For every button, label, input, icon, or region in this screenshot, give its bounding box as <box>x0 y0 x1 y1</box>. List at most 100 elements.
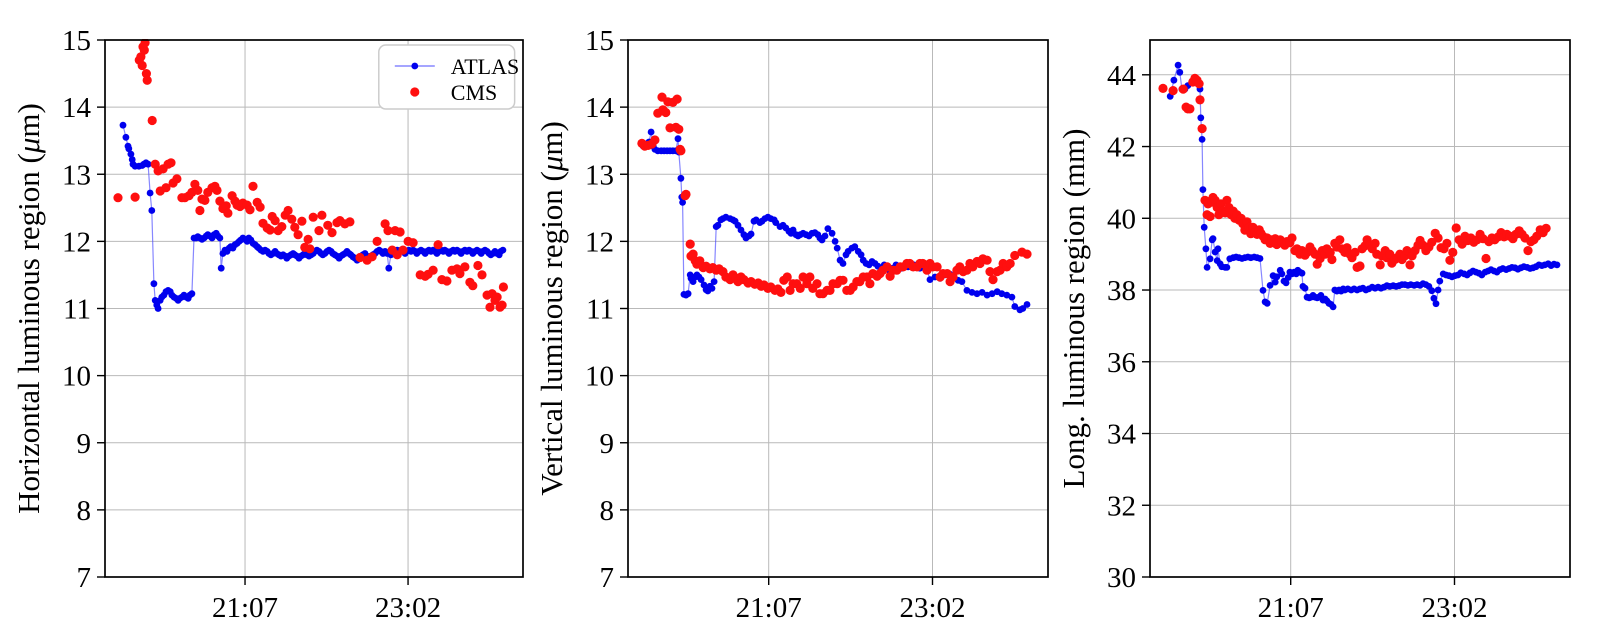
x-tick-label: 21:07 <box>736 592 802 624</box>
data-point-atlas <box>1199 186 1207 194</box>
data-point-cms <box>323 220 333 230</box>
data-point-atlas <box>958 278 966 285</box>
data-point-cms <box>245 205 255 215</box>
data-point-cms <box>327 228 337 238</box>
data-point-atlas <box>1008 293 1016 301</box>
data-point-cms <box>1287 233 1297 243</box>
y-tick-label: 13 <box>585 159 614 191</box>
plot-background <box>1150 40 1570 577</box>
data-point-cms <box>1194 79 1204 89</box>
data-point-cms <box>383 226 393 236</box>
data-point-atlas <box>1003 291 1011 299</box>
legend-marker-atlas <box>411 62 419 70</box>
y-tick-label: 11 <box>63 294 91 326</box>
data-point-atlas <box>1011 303 1019 310</box>
data-point-atlas <box>1206 255 1214 263</box>
y-tick-label: 44 <box>1107 60 1137 92</box>
data-point-atlas <box>119 121 127 129</box>
y-tick-label: 38 <box>1107 275 1136 307</box>
legend-label-atlas: ATLAS <box>451 54 519 79</box>
data-point-atlas <box>1256 255 1264 262</box>
legend-marker-cms <box>410 87 420 97</box>
data-point-cms <box>782 272 792 282</box>
data-point-atlas <box>150 280 158 288</box>
data-point-cms <box>1355 261 1365 271</box>
data-point-cms <box>113 193 123 203</box>
data-point-cms <box>200 195 210 205</box>
series-cms <box>637 92 1032 299</box>
data-point-cms <box>672 94 682 104</box>
data-point-cms <box>223 208 233 218</box>
data-point-atlas <box>125 145 133 153</box>
data-point-cms <box>695 256 705 266</box>
data-point-cms <box>1481 253 1491 264</box>
chart-vertical: 7 8 9 10 11 12 13 14 15 21:07 23:02 Vertical lumino… <box>534 25 1049 624</box>
data-point-atlas <box>1214 245 1222 253</box>
data-point-cms <box>798 272 808 282</box>
data-point-cms <box>283 205 293 216</box>
y-tick-label: 40 <box>1107 203 1136 235</box>
y-tick-label: 7 <box>77 562 92 594</box>
x-tick-label: 21:07 <box>212 592 278 624</box>
data-point-atlas <box>1200 223 1208 231</box>
data-point-atlas <box>1553 261 1561 269</box>
data-point-cms <box>345 217 355 227</box>
y-tick-label: 11 <box>586 294 614 326</box>
data-point-atlas <box>708 285 716 292</box>
data-point-atlas <box>851 243 859 251</box>
data-point-atlas <box>1298 269 1306 277</box>
data-point-cms <box>1205 211 1215 222</box>
data-point-cms <box>948 272 958 282</box>
data-point-cms <box>287 214 297 224</box>
data-point-atlas <box>1174 61 1182 69</box>
data-point-cms <box>776 287 786 297</box>
data-point-cms <box>1448 247 1458 257</box>
data-point-cms <box>1370 238 1380 248</box>
data-point-cms <box>172 174 182 184</box>
y-axis-label: Horizontal luminous region (μm) <box>11 103 46 514</box>
data-point-cms <box>1158 83 1168 93</box>
data-point-cms <box>290 222 300 232</box>
data-point-cms <box>1185 104 1195 114</box>
data-point-atlas <box>831 238 839 245</box>
data-point-cms <box>142 75 152 85</box>
data-point-atlas <box>674 135 682 143</box>
data-point-cms <box>161 183 171 193</box>
data-point-cms <box>1010 250 1020 261</box>
data-point-cms <box>498 282 508 292</box>
data-point-atlas <box>122 133 130 141</box>
data-point-cms <box>355 252 365 263</box>
data-point-cms <box>248 181 258 191</box>
data-point-atlas <box>1263 299 1271 307</box>
data-point-cms <box>982 255 992 265</box>
data-point-cms <box>497 300 507 310</box>
data-point-cms <box>317 210 327 220</box>
data-point-cms <box>221 201 231 211</box>
data-point-atlas <box>684 290 692 298</box>
data-point-cms <box>1335 235 1345 245</box>
data-point-atlas <box>1278 270 1286 278</box>
y-tick-label: 10 <box>62 361 91 393</box>
data-point-cms <box>795 283 805 293</box>
data-point-cms <box>141 69 151 79</box>
data-point-atlas <box>926 276 934 283</box>
data-point-atlas <box>1432 300 1440 308</box>
data-point-atlas <box>714 221 722 229</box>
data-point-cms <box>1433 233 1443 243</box>
data-point-cms <box>195 205 205 216</box>
axes-frame <box>1149 39 1571 578</box>
y-tick-label: 12 <box>585 226 614 258</box>
data-point-cms <box>433 240 443 250</box>
y-tick-label: 34 <box>1107 419 1137 451</box>
y-tick-label: 10 <box>585 361 614 393</box>
data-point-atlas <box>857 251 865 259</box>
data-point-atlas <box>1176 68 1184 76</box>
data-point-cms <box>650 135 660 145</box>
data-point-atlas <box>146 189 154 197</box>
y-tick-label: 9 <box>77 428 92 460</box>
data-point-cms <box>1375 260 1385 270</box>
data-point-cms <box>1451 223 1461 233</box>
data-point-atlas <box>385 264 393 272</box>
data-point-cms <box>812 279 822 289</box>
